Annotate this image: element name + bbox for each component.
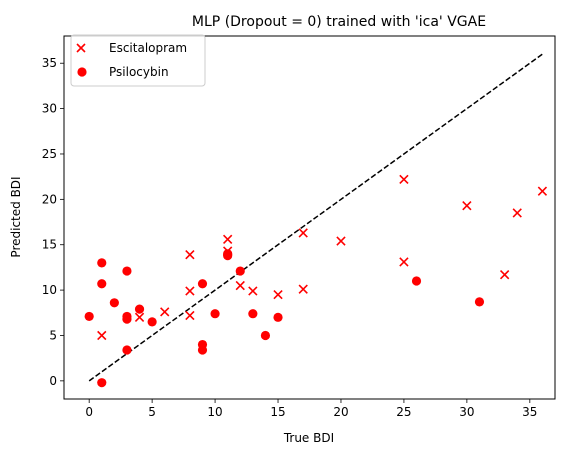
x-tick-label-0: 0: [85, 405, 93, 419]
point-escitalopram-17: [499, 270, 510, 280]
point-psilocybin-1: [97, 378, 107, 388]
point-escitalopram-10: [273, 289, 283, 300]
legend-box: [70, 34, 206, 87]
y-tick-label-1: 5: [49, 328, 57, 342]
legend-label-psilocybin: Psilocybin: [109, 65, 169, 79]
point-psilocybin-3: [97, 258, 107, 268]
point-psilocybin-2: [97, 279, 107, 289]
point-psilocybin-0: [84, 311, 94, 322]
point-escitalopram-9: [248, 286, 258, 296]
x-tick-label-4: 20: [333, 405, 348, 419]
y-tick-label-5: 25: [42, 147, 57, 161]
point-psilocybin-13: [197, 279, 208, 289]
point-psilocybin-8: [122, 266, 132, 276]
point-escitalopram-19: [537, 186, 548, 196]
y-axis-ticks: 0 5 10 15 20 25 30 35: [42, 56, 64, 388]
point-escitalopram-11: [298, 284, 308, 294]
x-axis-label: True BDI: [283, 431, 334, 445]
x-tick-label-2: 10: [207, 405, 222, 419]
point-psilocybin-19: [260, 330, 271, 341]
point-psilocybin-9: [134, 304, 145, 314]
point-psilocybin-22: [474, 297, 485, 307]
point-escitalopram-13: [336, 236, 346, 246]
point-escitalopram-18: [512, 208, 522, 218]
point-psilocybin-16: [223, 249, 233, 259]
point-psilocybin-18: [248, 309, 258, 319]
y-tick-label-0: 0: [49, 374, 57, 388]
legend-marker-psilocybin: [77, 67, 87, 77]
point-psilocybin-12: [197, 339, 208, 350]
point-psilocybin-4: [109, 298, 119, 308]
point-psilocybin-5: [122, 345, 132, 355]
y-axis-label: Predicted BDI: [9, 176, 23, 257]
y-tick-label-7: 35: [42, 56, 57, 70]
point-escitalopram-5: [185, 250, 195, 260]
x-tick-label-6: 30: [459, 405, 474, 419]
point-escitalopram-7: [223, 234, 233, 244]
point-escitalopram-3: [185, 310, 195, 321]
x-axis-ticks: 0 5 10 15 20 25 30 35: [85, 399, 537, 419]
point-escitalopram-16: [462, 201, 472, 211]
reference-line: [88, 53, 543, 382]
x-tick-label-3: 15: [270, 405, 285, 419]
point-psilocybin-21: [411, 276, 422, 286]
point-escitalopram-15: [399, 174, 409, 185]
point-psilocybin-7: [122, 311, 132, 322]
point-escitalopram-4: [185, 286, 195, 296]
legend-label-escitalopram: Escitalopram: [109, 41, 187, 55]
y-tick-label-2: 10: [42, 283, 57, 297]
plot-area: [84, 53, 548, 388]
point-psilocybin-17: [235, 266, 245, 276]
x-tick-label-5: 25: [396, 405, 411, 419]
legend: Escitalopram Psilocybin: [70, 34, 206, 87]
y-tick-label-3: 15: [42, 238, 57, 252]
y-tick-label-4: 20: [42, 192, 57, 206]
y-tick-label-6: 30: [42, 102, 57, 116]
point-escitalopram-0: [97, 330, 107, 341]
legend-marker-escitalopram: [76, 43, 86, 53]
x-tick-label-7: 35: [522, 405, 537, 419]
point-escitalopram-8: [235, 280, 245, 291]
point-escitalopram-1: [134, 312, 145, 322]
x-tick-label-1: 5: [148, 405, 156, 419]
point-escitalopram-2: [160, 307, 170, 317]
point-escitalopram-14: [399, 257, 409, 267]
point-psilocybin-14: [210, 309, 220, 319]
plot-frame: [63, 35, 556, 400]
point-escitalopram-12: [298, 228, 308, 238]
point-psilocybin-20: [273, 312, 283, 322]
chart-title: MLP (Dropout = 0) trained with 'ica' VGA…: [192, 14, 486, 30]
point-psilocybin-10: [147, 317, 157, 327]
